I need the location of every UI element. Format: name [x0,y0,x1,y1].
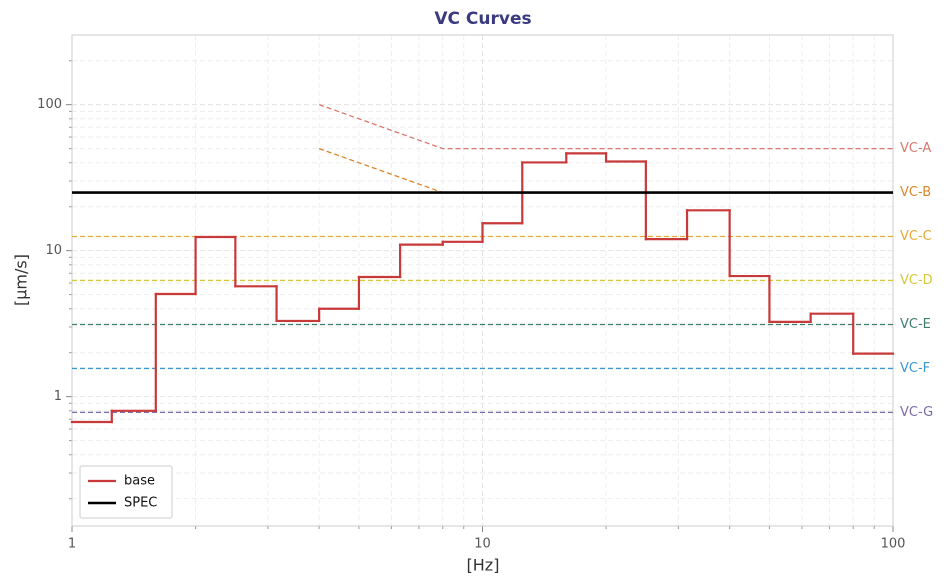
end-label: VC-E [900,317,931,332]
end-label: VC-G [900,405,933,420]
end-label: VC-F [900,361,930,376]
line [318,104,893,150]
x-tick-label: 10 [474,537,491,552]
x-tick-label: 100 [881,537,906,552]
x-tick-label: 1 [68,537,76,552]
y-tick-label: 1 [54,389,62,404]
y-tick-label: 10 [45,243,62,258]
y-axis-label: [µm/s] [12,254,31,306]
chart-title: VC Curves [434,9,531,29]
y-tick-label: 100 [37,97,62,112]
legend-label: SPEC [124,496,157,511]
end-label: VC-D [900,273,933,288]
legend-label: base [124,474,155,489]
end-label: VC-B [900,185,931,200]
end-label: VC-A [900,141,931,156]
legend-box [79,465,173,519]
x-axis-label: [Hz] [467,556,500,575]
end-label: VC-C [900,229,932,244]
